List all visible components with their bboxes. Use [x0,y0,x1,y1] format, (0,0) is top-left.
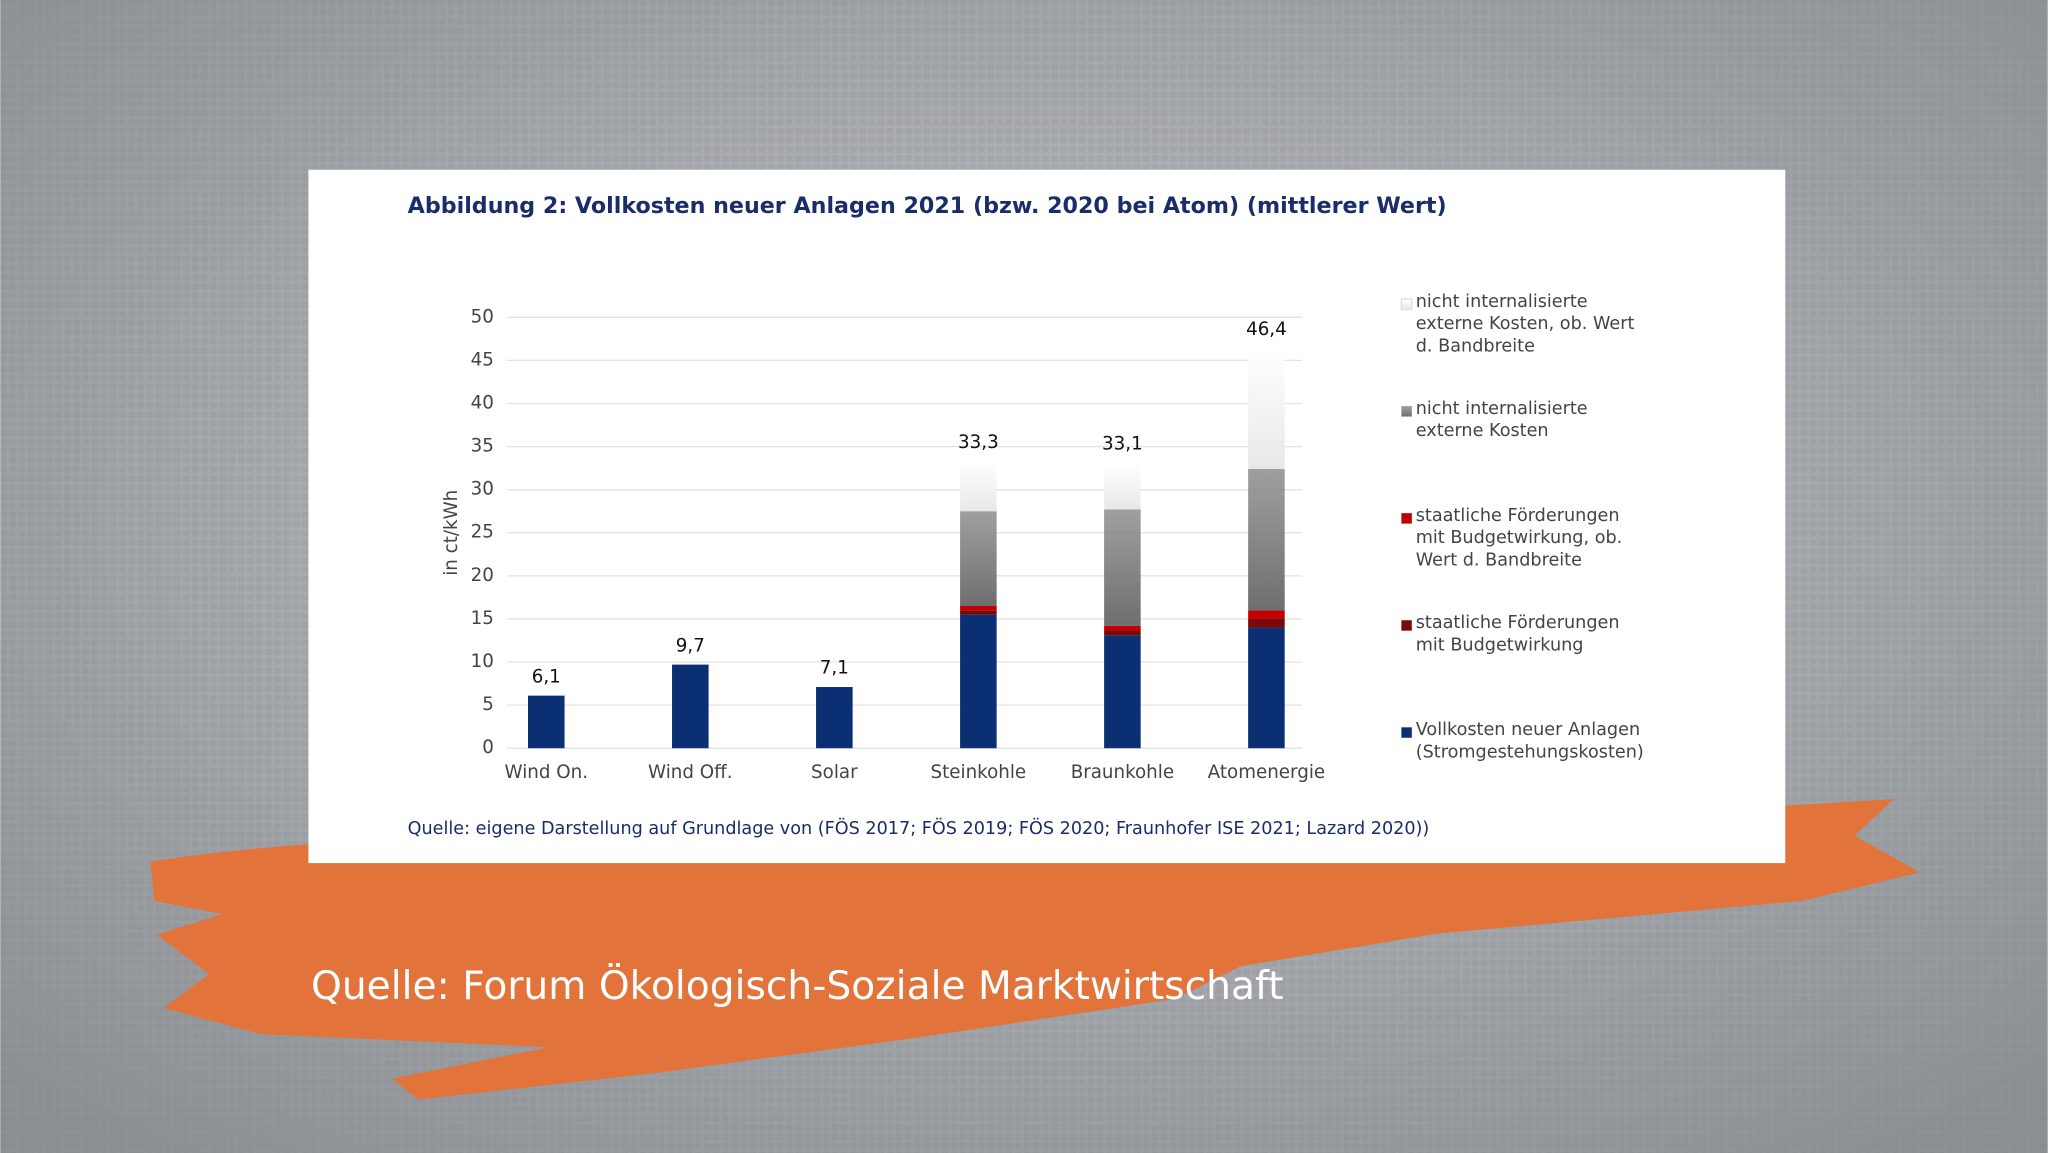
bar-segment [816,687,853,749]
legend-entry: Vollkosten neuer Anlagen (Stromgestehung… [1415,719,1644,763]
bar-segment [528,695,565,749]
total-label: 6,1 [532,666,561,687]
chart-title: Abbildung 2: Vollkosten neuer Anlagen 20… [408,193,1447,219]
legend-swatch [1401,727,1412,738]
legend-label: nicht internalisierte externe Kosten [1415,398,1588,442]
legend-swatch [1401,513,1412,524]
bar-segment [960,606,997,611]
y-tick-label: 25 [471,522,494,543]
legend-entry: nicht internalisierte externe Kosten [1415,398,1588,442]
bar-segment [1248,610,1285,619]
y-tick-label: 50 [471,306,494,327]
legend-label: nicht internalisierte externe Kosten, ob… [1415,291,1635,357]
bar-segment [1104,635,1141,749]
legend-swatch [1401,406,1412,417]
y-axis-title: in ct/kWh [441,490,462,576]
y-tick-label: 0 [482,737,494,758]
bar-segment [1104,462,1141,510]
y-tick-label: 10 [471,651,494,672]
total-label: 46,4 [1246,319,1287,340]
x-tick-label: Steinkohle [931,762,1027,783]
caption: Quelle: Forum Ökologisch-Soziale Marktwi… [311,963,1283,1009]
bar-segment [1248,618,1285,628]
bar-segment [1248,627,1285,749]
bar-segment [1248,468,1285,611]
x-tick-label: Wind Off. [648,762,732,783]
bar-segment [1104,631,1141,636]
bar-segment [1104,509,1141,626]
bar-segment [672,664,709,749]
source-note: Quelle: eigene Darstellung auf Grundlage… [408,817,1430,839]
y-tick-label: 35 [471,436,494,457]
y-tick-label: 30 [471,479,494,500]
total-label: 9,7 [676,635,705,656]
bar-segment [960,614,997,749]
x-tick-label: Wind On. [505,762,588,783]
y-tick-label: 20 [471,565,494,586]
x-tick-label: Solar [811,762,858,783]
legend-entry: nicht internalisierte externe Kosten, ob… [1415,291,1635,357]
bar-segment [960,610,997,615]
y-tick-label: 45 [471,349,494,370]
legend-entry: staatliche Förderungen mit Budgetwirkung… [1415,505,1623,571]
total-label: 33,3 [958,432,999,453]
legend-label: staatliche Förderungen mit Budgetwirkung [1415,612,1620,656]
legend-label: Vollkosten neuer Anlagen (Stromgestehung… [1415,719,1644,763]
total-label: 7,1 [820,658,849,679]
y-tick-label: 15 [471,608,494,629]
bar-segment [1248,348,1285,469]
brush-stroke [150,799,1920,1100]
x-tick-label: Atomenergie [1208,762,1325,783]
legend-swatch [1401,620,1412,631]
y-tick-label: 5 [482,694,494,715]
legend-label: staatliche Förderungen mit Budgetwirkung… [1415,505,1623,571]
bar-segment [960,511,997,607]
legend-swatch [1400,298,1413,311]
y-tick-label: 40 [471,392,494,413]
bar-segment [1104,625,1141,632]
legend-entry: staatliche Förderungen mit Budgetwirkung [1415,612,1620,656]
total-label: 33,1 [1102,434,1143,455]
bar-segment [960,461,997,512]
x-tick-label: Braunkohle [1071,762,1174,783]
